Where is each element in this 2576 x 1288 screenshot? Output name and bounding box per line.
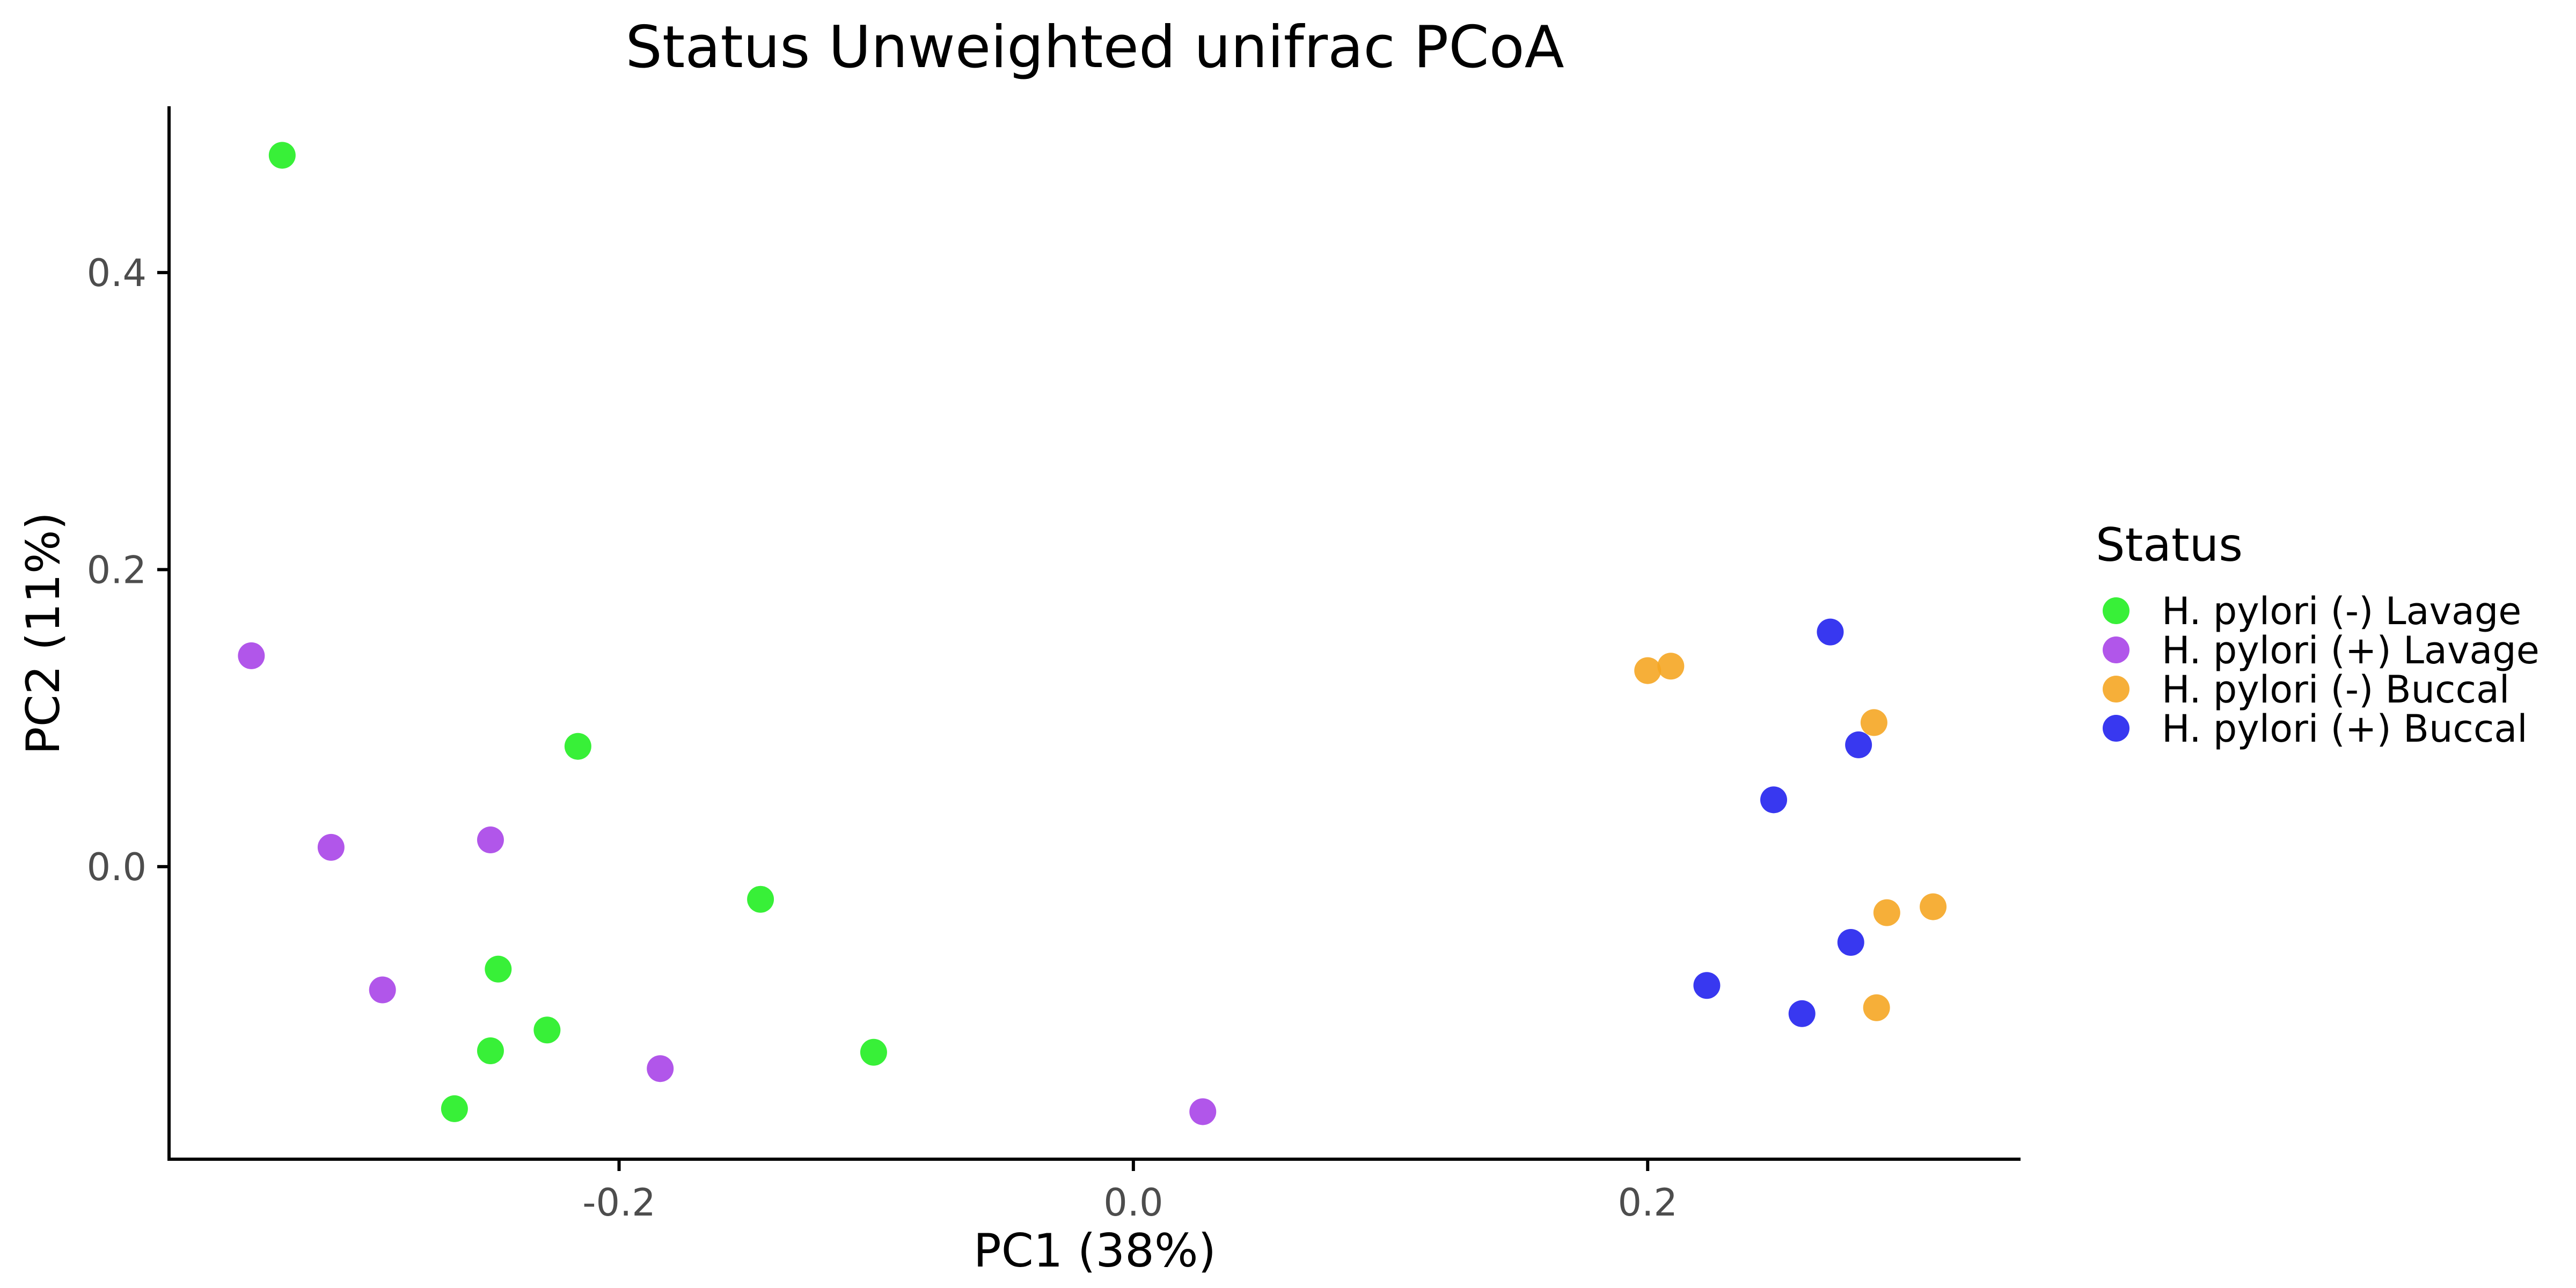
legend-marker bbox=[2103, 715, 2129, 742]
x-tick-label: 0.2 bbox=[1618, 1181, 1678, 1225]
data-point bbox=[1693, 972, 1721, 999]
data-point bbox=[1845, 731, 1872, 758]
legend-marker bbox=[2103, 597, 2129, 624]
data-point bbox=[477, 826, 504, 854]
data-point bbox=[441, 1095, 468, 1122]
data-point bbox=[533, 1016, 561, 1044]
legend-label: H. pylori (+) Buccal bbox=[2162, 707, 2528, 751]
data-point bbox=[369, 976, 396, 1004]
data-point bbox=[238, 642, 265, 669]
legend-label: H. pylori (-) Lavage bbox=[2162, 589, 2521, 633]
chart-title: Status Unweighted unifrac PCoA bbox=[625, 14, 1564, 81]
data-point bbox=[1920, 893, 1947, 920]
y-tick-label: 0.0 bbox=[87, 845, 147, 889]
data-point bbox=[1760, 786, 1787, 814]
data-point bbox=[1817, 618, 1844, 646]
data-point bbox=[1873, 899, 1900, 926]
legend-marker bbox=[2103, 676, 2129, 702]
x-tick-label: 0.0 bbox=[1103, 1181, 1163, 1225]
data-points bbox=[238, 142, 1947, 1125]
data-point bbox=[747, 885, 774, 913]
y-axis-title: PC2 (11%) bbox=[17, 512, 70, 755]
data-point bbox=[1863, 994, 1890, 1021]
data-point bbox=[485, 955, 512, 983]
data-point bbox=[1860, 709, 1887, 736]
data-point bbox=[477, 1037, 504, 1064]
data-point bbox=[268, 142, 296, 169]
data-point bbox=[647, 1055, 674, 1082]
plot-area: -0.2 0.0 0.2 0.0 0.2 0.4 bbox=[87, 106, 2021, 1225]
data-point bbox=[1788, 1000, 1816, 1027]
data-point bbox=[317, 833, 345, 861]
data-point bbox=[564, 733, 591, 760]
data-point bbox=[1657, 653, 1685, 680]
legend-marker bbox=[2103, 636, 2129, 663]
data-point bbox=[860, 1038, 887, 1066]
legend-title: Status bbox=[2096, 518, 2243, 572]
data-point bbox=[1189, 1098, 1217, 1125]
x-tick-label: -0.2 bbox=[582, 1181, 656, 1225]
x-axis-title: PC1 (38%) bbox=[974, 1224, 1216, 1278]
data-point bbox=[1634, 657, 1662, 684]
legend-label: H. pylori (-) Buccal bbox=[2162, 668, 2509, 712]
y-axis-ticks: 0.0 0.2 0.4 bbox=[87, 251, 169, 889]
data-point bbox=[1837, 928, 1864, 956]
x-axis-ticks: -0.2 0.0 0.2 bbox=[582, 1159, 1678, 1225]
legend-label: H. pylori (+) Lavage bbox=[2162, 628, 2540, 672]
y-tick-label: 0.2 bbox=[87, 548, 147, 592]
y-tick-label: 0.4 bbox=[87, 251, 147, 295]
